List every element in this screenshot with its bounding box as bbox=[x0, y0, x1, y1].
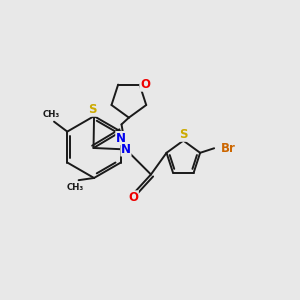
Text: N: N bbox=[116, 132, 126, 145]
Text: CH₃: CH₃ bbox=[67, 183, 84, 192]
Text: O: O bbox=[128, 191, 138, 204]
Text: S: S bbox=[179, 128, 188, 141]
Text: N: N bbox=[121, 143, 131, 156]
Text: S: S bbox=[88, 103, 97, 116]
Text: Br: Br bbox=[220, 142, 236, 155]
Text: CH₃: CH₃ bbox=[43, 110, 60, 119]
Text: O: O bbox=[140, 78, 150, 91]
